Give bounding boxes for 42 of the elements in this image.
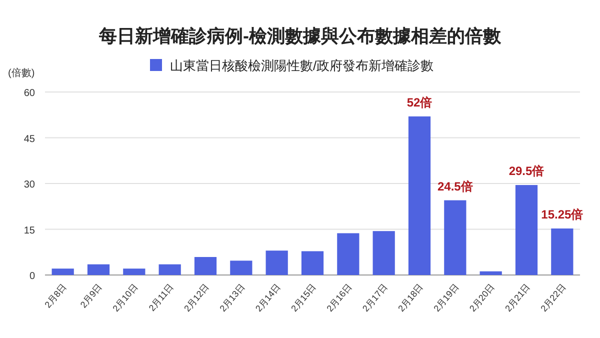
bar	[230, 260, 252, 275]
y-tick-label: 30	[24, 180, 36, 190]
bar	[551, 228, 574, 275]
bar	[266, 250, 288, 275]
bar	[194, 257, 217, 275]
bar	[87, 264, 110, 275]
x-tick-label: 2月19日	[432, 282, 461, 314]
data-label: 24.5倍	[437, 179, 473, 194]
x-tick-label: 2月8日	[42, 282, 68, 310]
y-tick-label: 45	[24, 134, 36, 145]
x-tick-label: 2月9日	[78, 282, 104, 310]
bar	[408, 116, 431, 275]
x-tick-label: 2月13日	[218, 282, 247, 314]
legend-label: 山東當日核酸檢測陽性數/政府發布新增確診數	[170, 58, 434, 73]
x-tick-label: 2月21日	[503, 282, 532, 314]
bar	[52, 268, 74, 275]
x-tick-label: 2月16日	[324, 282, 354, 314]
data-label: 29.5倍	[508, 164, 544, 178]
bar	[444, 200, 466, 275]
y-tick-label: 60	[24, 88, 36, 99]
bar	[515, 185, 538, 275]
bar	[158, 264, 181, 275]
bar	[372, 231, 395, 275]
x-tick-label: 2月12日	[182, 282, 212, 314]
data-label: 15.25倍	[541, 207, 584, 222]
x-tick-label: 2月18日	[396, 282, 426, 314]
y-tick-label: 15	[24, 225, 36, 236]
x-tick-label: 2月15日	[289, 282, 318, 314]
chart-title: 每日新增確診病例-檢測數據與公布數據相差的倍數	[98, 26, 502, 46]
bar	[301, 251, 324, 275]
x-tick-label: 2月20日	[467, 282, 496, 314]
data-label: 52倍	[406, 95, 432, 110]
x-tick-label: 2月10日	[110, 282, 140, 314]
bar	[480, 271, 502, 275]
y-tick-label: 0	[29, 271, 36, 282]
x-tick-label: 2月17日	[360, 282, 390, 314]
x-tick-label: 2月22日	[538, 282, 568, 314]
bar	[123, 268, 146, 275]
x-tick-label: 2月14日	[253, 282, 282, 314]
bar	[337, 233, 360, 275]
x-tick-label: 2月11日	[146, 282, 176, 314]
y-axis-title: (倍數)	[8, 67, 35, 79]
